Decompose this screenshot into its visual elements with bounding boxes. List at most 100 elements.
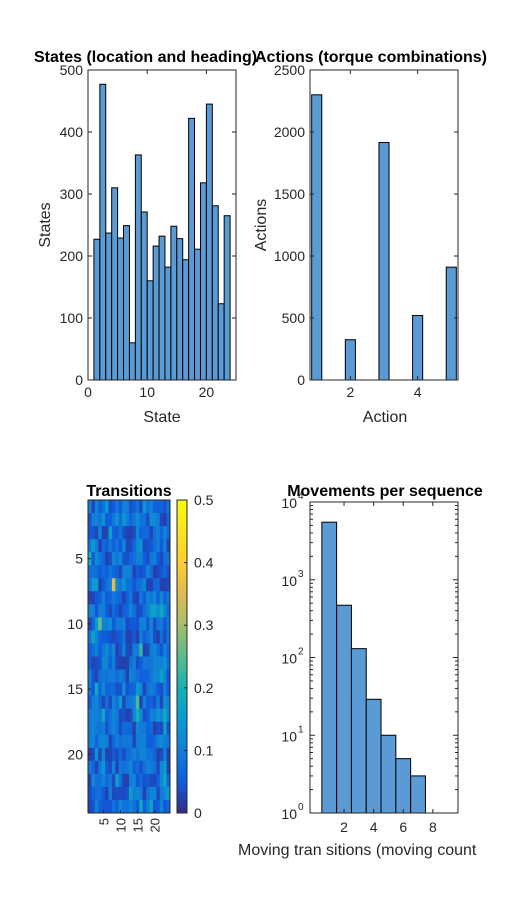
transition-cell — [163, 695, 167, 710]
transition-cell — [166, 539, 171, 553]
transition-cell — [152, 734, 157, 749]
transition-cell — [105, 565, 109, 579]
transition-cell — [152, 721, 157, 736]
transition-cell — [98, 630, 103, 644]
transition-cell — [105, 539, 109, 553]
transition-cell — [156, 695, 161, 710]
actions-ylabel: Actions — [253, 199, 270, 251]
movements-ytick-exponent: 0 — [298, 802, 304, 813]
transition-cell — [163, 591, 167, 605]
transition-cell — [98, 708, 103, 723]
transition-cell — [94, 799, 99, 814]
transition-cell — [122, 578, 126, 592]
transition-cell — [122, 526, 126, 540]
transition-cell — [122, 669, 126, 683]
transition-cell — [139, 604, 144, 618]
states-bar — [99, 83, 107, 381]
transition-cell — [91, 500, 96, 514]
transition-cell — [149, 799, 154, 814]
actions-ytick-label: 1500 — [274, 186, 305, 202]
transition-cell — [129, 513, 133, 527]
transition-cell — [166, 526, 171, 540]
transition-cell — [115, 695, 120, 710]
transition-cell — [142, 734, 147, 749]
transition-cell — [118, 786, 123, 801]
transition-cell — [139, 500, 144, 514]
transition-cell — [163, 552, 167, 566]
transition-cell — [132, 500, 137, 514]
transition-cell — [115, 656, 120, 670]
transition-cell — [132, 630, 137, 644]
transition-cell — [98, 591, 103, 605]
transition-cell — [149, 669, 154, 683]
transition-cell — [108, 695, 113, 710]
transition-cell — [139, 526, 144, 540]
colorbar-tick-label: 0 — [194, 805, 202, 821]
transition-cell — [125, 552, 130, 566]
transition-cell — [115, 552, 120, 566]
transition-cell — [111, 604, 116, 618]
transition-cell — [91, 669, 96, 683]
transition-cell — [166, 513, 171, 527]
transition-cell — [132, 591, 137, 605]
transition-cell — [166, 760, 171, 775]
transition-cell — [159, 760, 164, 775]
transition-cell — [135, 708, 140, 723]
transition-cell — [152, 565, 157, 579]
transition-cell — [135, 799, 140, 814]
transition-cell — [105, 591, 109, 605]
colorbar-segment — [177, 750, 187, 757]
movements-bar — [321, 521, 338, 814]
transition-cell — [132, 526, 137, 540]
transition-cell — [166, 669, 171, 683]
transition-cell — [146, 604, 150, 618]
transition-cell — [142, 786, 147, 801]
transition-cell — [146, 656, 150, 670]
transition-cell — [111, 630, 116, 644]
transition-cell — [111, 513, 116, 527]
transition-cell — [139, 760, 144, 775]
transition-cell — [125, 591, 130, 605]
colorbar-segment — [177, 619, 187, 626]
transition-cell — [166, 656, 171, 670]
transition-cell — [108, 786, 113, 801]
transition-cell — [163, 786, 167, 801]
states-bar — [211, 205, 219, 381]
transition-cell — [122, 630, 126, 644]
transition-cell — [163, 708, 167, 723]
transition-cell — [142, 500, 147, 514]
transition-cell — [94, 721, 99, 736]
transition-cell — [108, 513, 113, 527]
transition-cell — [142, 513, 147, 527]
transition-cell — [156, 539, 161, 553]
transition-cell — [122, 643, 126, 657]
transition-cell — [88, 799, 92, 814]
transition-cell — [105, 695, 109, 710]
transition-cell — [156, 682, 161, 697]
transition-cell — [105, 760, 109, 775]
transition-cell — [122, 552, 126, 566]
transition-cell — [88, 643, 92, 657]
transition-cell — [98, 734, 103, 749]
transition-cell — [132, 799, 137, 814]
transition-cell — [105, 552, 109, 566]
transition-cell — [159, 591, 164, 605]
transition-cell — [91, 526, 96, 540]
colorbar-segment — [177, 520, 187, 527]
transition-cell — [122, 760, 126, 775]
transition-cell — [146, 539, 150, 553]
transition-cell — [88, 591, 92, 605]
actions-xtick-label: 2 — [346, 384, 354, 400]
states-bar — [105, 232, 113, 381]
movements-bar — [350, 648, 367, 814]
transition-cell — [129, 799, 133, 814]
transition-cell — [166, 747, 171, 762]
transition-cell — [159, 786, 164, 801]
transition-cell — [125, 526, 130, 540]
transition-cell — [118, 578, 123, 592]
transition-cell — [91, 656, 96, 670]
transition-cell — [166, 500, 171, 514]
transition-cell — [135, 552, 140, 566]
transition-cell — [94, 682, 99, 697]
